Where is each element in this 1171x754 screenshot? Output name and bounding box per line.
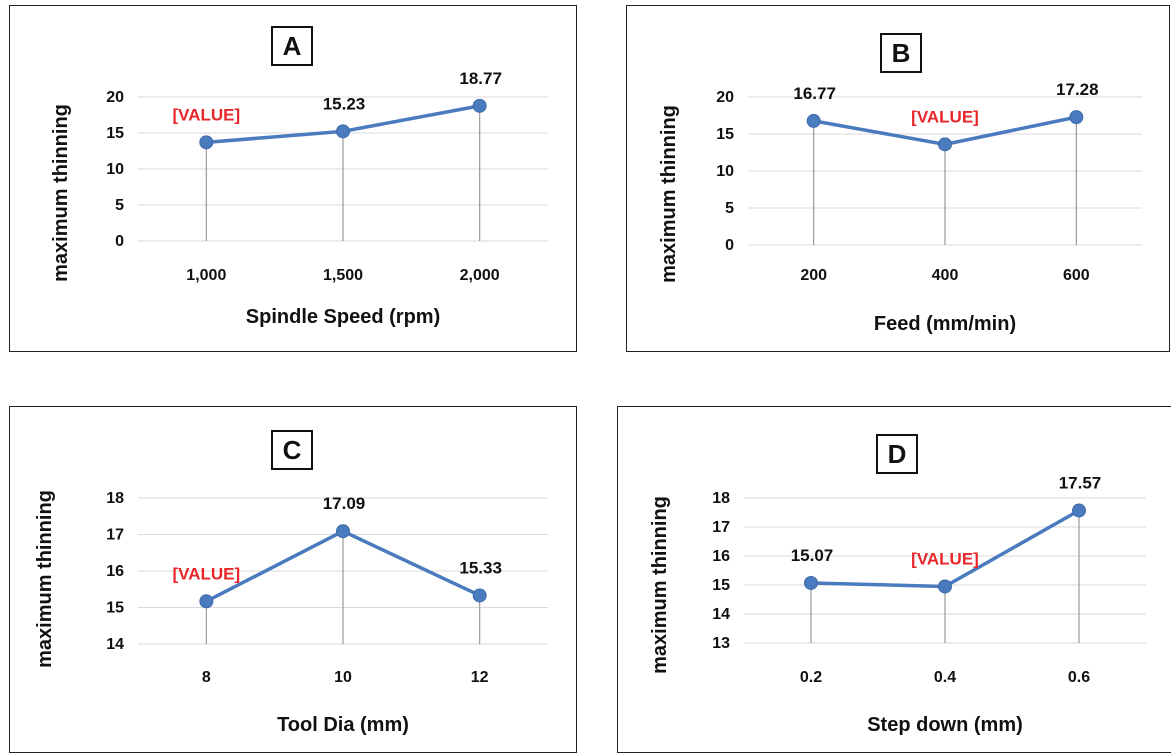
x-tick-label: 600 — [1063, 267, 1090, 284]
x-tick-label: 0.6 — [1068, 669, 1090, 686]
y-tick-label: 14 — [712, 606, 730, 623]
y-tick-label: 18 — [712, 490, 730, 507]
data-label: [VALUE] — [911, 107, 979, 126]
x-tick-label: 10 — [334, 669, 352, 686]
data-point — [938, 579, 952, 594]
chart-c-svg: 14 15 16 17 18 [VALUE] 17.09 15.33 8 10 12 Tool Dia… — [34, 490, 548, 736]
chart-panel-d: D 13 14 15 16 17 18 15.07 [VALUE] 17.57 0.2 0.4 0.6… — [617, 406, 1171, 753]
data-point — [1069, 110, 1084, 125]
data-label: 15.23 — [323, 94, 366, 113]
data-point — [336, 524, 350, 539]
chart-b-svg: 0 5 10 15 20 16.77 [VALUE] 17.28 200 400 600 Feed (… — [658, 80, 1142, 335]
y-tick-label: 17 — [106, 527, 124, 544]
y-tick-label: 15 — [106, 125, 124, 142]
chart-panel-a: A 0 5 10 15 20 [VALUE] 15.23 18.77 1,000 1,500 2,0… — [9, 5, 577, 352]
y-tick-label: 18 — [106, 490, 124, 507]
y-tick-label: 20 — [106, 89, 124, 106]
data-label: [VALUE] — [172, 105, 240, 124]
y-tick-label: 5 — [725, 200, 734, 217]
data-label: 17.09 — [323, 494, 366, 513]
x-tick-label: 12 — [471, 669, 489, 686]
y-tick-label: 13 — [712, 635, 730, 652]
y-tick-label: 5 — [115, 197, 124, 214]
y-tick-label: 17 — [712, 519, 730, 536]
y-tick-label: 15 — [106, 600, 124, 617]
x-axis-title: Spindle Speed (rpm) — [246, 306, 440, 328]
data-point — [199, 594, 214, 609]
data-label: [VALUE] — [172, 564, 240, 583]
data-label: 15.07 — [791, 546, 834, 565]
y-axis-title: maximum thinning — [34, 490, 56, 668]
y-tick-label: 16 — [106, 563, 124, 580]
panel-label-d: D — [876, 434, 918, 474]
panel-label-c: C — [271, 430, 313, 470]
x-axis-title: Step down (mm) — [867, 714, 1023, 736]
data-label: 17.28 — [1056, 80, 1099, 99]
x-axis-title: Feed (mm/min) — [874, 313, 1016, 335]
x-axis-title: Tool Dia (mm) — [277, 714, 409, 736]
x-tick-label: 0.2 — [800, 669, 822, 686]
y-axis-title: maximum thinning — [50, 104, 72, 282]
data-label: 18.77 — [459, 69, 502, 88]
y-tick-label: 15 — [712, 577, 730, 594]
y-tick-label: 0 — [115, 233, 124, 250]
y-tick-label: 0 — [725, 237, 734, 254]
panel-label-b: B — [880, 33, 922, 73]
y-tick-label: 14 — [106, 636, 124, 653]
data-point — [199, 135, 214, 150]
data-point — [806, 113, 821, 128]
data-point — [938, 137, 952, 152]
x-tick-label: 1,500 — [323, 267, 363, 284]
x-tick-label: 400 — [932, 267, 959, 284]
y-tick-label: 10 — [106, 161, 124, 178]
x-tick-label: 200 — [800, 267, 827, 284]
x-tick-label: 1,000 — [186, 267, 226, 284]
y-tick-label: 10 — [716, 163, 734, 180]
x-tick-label: 0.4 — [934, 669, 956, 686]
panel-label-a: A — [271, 26, 313, 66]
data-point — [804, 575, 818, 590]
y-axis-title: maximum thinning — [649, 496, 671, 674]
y-tick-label: 15 — [716, 126, 734, 143]
y-axis-title: maximum thinning — [658, 105, 680, 283]
x-tick-label: 8 — [202, 669, 211, 686]
data-label: 17.57 — [1059, 473, 1102, 492]
data-point — [336, 124, 350, 139]
x-tick-label: 2,000 — [460, 267, 500, 284]
data-label: 16.77 — [793, 84, 836, 103]
chart-a-svg: 0 5 10 15 20 [VALUE] 15.23 18.77 1,000 1,500 2,000… — [50, 69, 548, 328]
y-tick-label: 16 — [712, 548, 730, 565]
chart-panel-b: B 0 5 10 15 20 16.77 [VALUE] 17.28 200 400 600 Feed… — [626, 5, 1170, 352]
data-point — [472, 98, 487, 113]
data-point — [1072, 503, 1086, 518]
data-label: [VALUE] — [911, 549, 979, 568]
y-tick-label: 20 — [716, 89, 734, 106]
chart-d-svg: 13 14 15 16 17 18 15.07 [VALUE] 17.57 0.2 0.4 0.6 St… — [649, 473, 1146, 736]
data-label: 15.33 — [459, 558, 502, 577]
data-point — [472, 588, 487, 603]
chart-panel-c: C 14 15 16 17 18 [VALUE] 17.09 15.33 8 10 12 Tool D… — [9, 406, 577, 753]
